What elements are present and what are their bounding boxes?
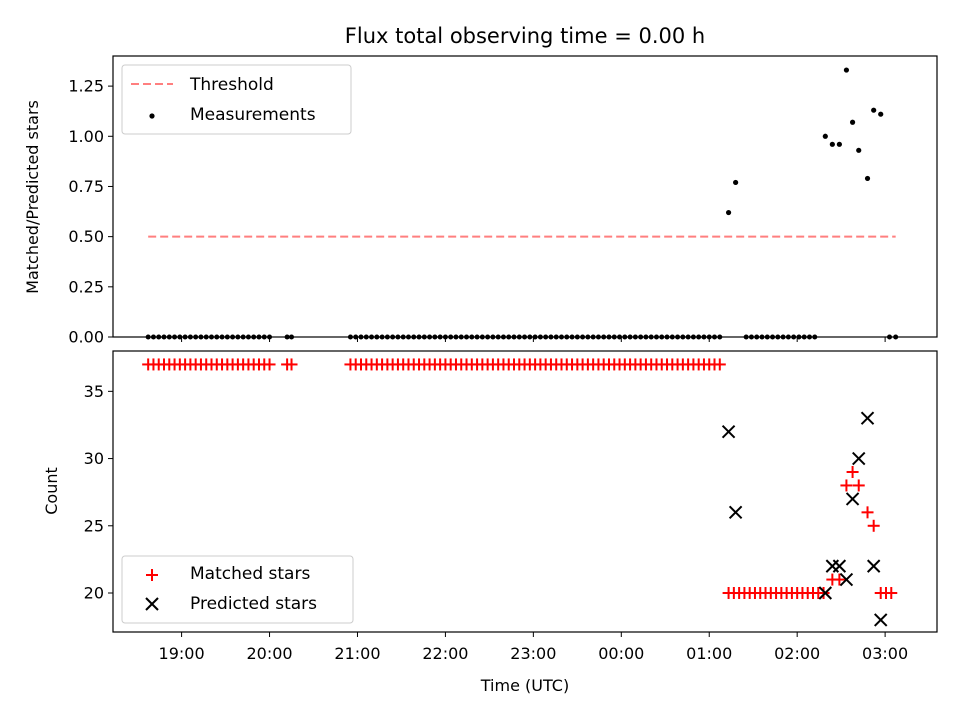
matched-star-point — [285, 358, 298, 371]
bottom-y-axis-label: Count — [42, 467, 61, 515]
top-y-tick-label: 0.50 — [68, 227, 104, 246]
bottom-legend-box — [121, 555, 354, 624]
bottom-x-tick-label: 02:00 — [774, 644, 820, 663]
bottom-x-tick-label: 23:00 — [510, 644, 556, 663]
measurement-point — [864, 175, 871, 182]
matched-star-point — [867, 519, 880, 532]
bottom-x-tick-label: 22:00 — [422, 644, 468, 663]
measurement-point — [856, 147, 862, 153]
bottom-legend: Matched stars Predicted stars — [121, 555, 354, 624]
top-plot-marks — [145, 67, 899, 340]
legend-measurements-swatch — [149, 113, 155, 119]
top-legend-box — [121, 64, 352, 135]
top-plot-frame — [112, 55, 938, 338]
top-panel: 0.00 0.25 0.50 0.75 1.00 1.25 Matched/Predict… — [23, 55, 938, 347]
legend-matched-label: Matched stars — [190, 564, 310, 584]
top-y-tick-label: 1.00 — [68, 127, 104, 146]
top-y-tick-label: 0.00 — [68, 328, 104, 347]
measurement-point — [733, 179, 739, 186]
matched-star-point — [846, 466, 859, 479]
bottom-plot-frame — [112, 350, 938, 633]
matched-star-point — [833, 573, 846, 586]
bottom-x-tick-label: 21:00 — [334, 644, 380, 663]
measurement-point — [829, 141, 835, 147]
top-y-tick-label: 0.75 — [68, 177, 104, 196]
measurement-point — [822, 133, 828, 139]
predicted-star-point — [818, 586, 833, 600]
measurement-point — [871, 107, 877, 113]
legend-threshold-label: Threshold — [189, 75, 274, 95]
bottom-x-tick-label: 19:00 — [159, 644, 205, 663]
predicted-star-point — [860, 411, 875, 425]
bottom-panel: 20 25 30 35 19:00 20:00 21:00 22:00 23:00 00:00 01… — [42, 350, 938, 695]
predicted-star-point — [721, 424, 736, 439]
bottom-y-tick-label: 25 — [84, 516, 104, 535]
predicted-star-point — [845, 492, 860, 506]
legend-matched-swatch — [146, 569, 158, 581]
matched-star-point — [713, 358, 726, 371]
chart-title: Flux total observing time = 0.00 h — [345, 24, 705, 48]
legend-measurements-label: Measurements — [190, 105, 316, 125]
top-y-tick-label: 1.25 — [68, 77, 104, 96]
top-axes: 0.00 0.25 0.50 0.75 1.00 1.25 — [68, 77, 886, 347]
matched-star-point — [861, 506, 874, 519]
matched-star-point — [885, 587, 898, 600]
matched-star-point — [817, 587, 830, 600]
predicted-star-point — [866, 559, 881, 573]
bottom-x-tick-label: 20:00 — [246, 644, 292, 663]
bottom-y-tick-label: 35 — [84, 382, 104, 401]
bottom-x-tick-label: 03:00 — [862, 644, 908, 663]
matched-star-point — [263, 358, 276, 371]
legend-predicted-label: Predicted stars — [190, 594, 317, 614]
bottom-axes: 20 25 30 35 19:00 20:00 21:00 22:00 23:00 00:00 01… — [84, 382, 909, 663]
top-y-axis-label: Matched/Predicted stars — [23, 100, 42, 294]
matched-star-point — [852, 479, 865, 492]
top-legend: Threshold Measurements — [121, 64, 352, 135]
predicted-star-point — [832, 559, 847, 573]
predicted-star-point — [874, 613, 888, 627]
measurement-point — [725, 209, 732, 216]
measurement-point — [836, 141, 842, 147]
bottom-y-tick-label: 20 — [84, 584, 104, 603]
measurement-point — [849, 119, 856, 125]
top-y-tick-label: 0.25 — [68, 277, 104, 296]
legend-predicted-swatch — [145, 597, 159, 611]
bottom-plot-marks — [142, 358, 898, 627]
predicted-star-point — [728, 505, 743, 520]
measurement-point — [878, 111, 884, 117]
bottom-y-tick-label: 30 — [84, 449, 104, 468]
predicted-star-point — [839, 572, 854, 587]
bottom-x-tick-label: 00:00 — [598, 644, 644, 663]
matched-star-point — [840, 479, 853, 492]
predicted-star-point — [852, 451, 866, 466]
measurement-point — [843, 67, 850, 73]
bottom-x-axis-label: Time (UTC) — [480, 676, 569, 695]
bottom-x-tick-label: 01:00 — [686, 644, 732, 663]
